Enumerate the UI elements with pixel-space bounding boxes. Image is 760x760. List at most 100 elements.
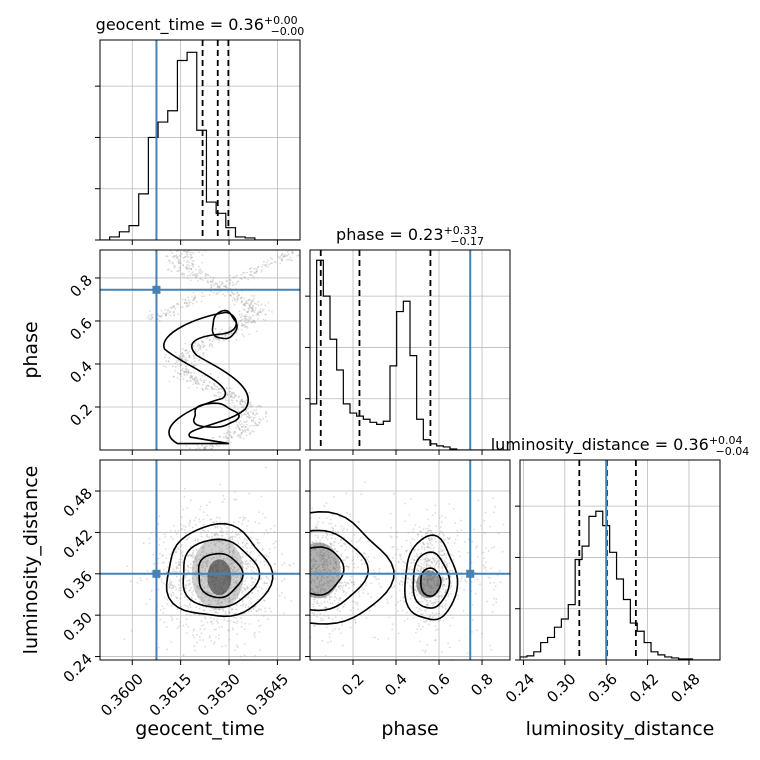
- density-gt-phase: [100, 250, 300, 450]
- sample-point: [241, 591, 243, 594]
- sample-point: [422, 528, 425, 530]
- sample-point: [429, 558, 432, 561]
- x-tick-label: 0.4: [381, 670, 411, 700]
- sample-point: [414, 575, 417, 578]
- sample-point: [447, 541, 449, 544]
- sample-point: [230, 586, 232, 589]
- sample-point: [234, 617, 237, 620]
- sample-point: [317, 543, 319, 546]
- sample-point: [319, 539, 321, 542]
- sample-point: [430, 530, 432, 532]
- sample-point: [195, 558, 198, 561]
- sample-point: [246, 427, 249, 430]
- sample-point: [172, 375, 175, 378]
- sample-point: [180, 306, 182, 309]
- sample-point: [265, 576, 268, 579]
- sample-point: [254, 272, 257, 275]
- sample-point: [287, 253, 290, 256]
- sample-point: [203, 574, 206, 577]
- sample-point: [207, 385, 210, 387]
- sample-point: [220, 601, 223, 604]
- sample-point: [423, 546, 426, 549]
- sample-point: [265, 529, 268, 532]
- sample-point: [216, 622, 219, 624]
- sample-point: [177, 359, 179, 362]
- sample-point: [168, 581, 171, 584]
- sample-point: [325, 560, 328, 563]
- sample-point: [238, 434, 241, 436]
- sample-point: [233, 431, 236, 434]
- sample-point: [264, 265, 267, 267]
- sample-point: [268, 548, 271, 551]
- sample-point: [324, 561, 327, 564]
- sample-point: [329, 562, 332, 565]
- sample-point: [363, 562, 366, 565]
- sample-point: [229, 279, 231, 281]
- sample-point: [260, 567, 262, 569]
- sample-point: [176, 256, 179, 258]
- sample-point: [438, 590, 441, 592]
- sample-point: [168, 311, 171, 314]
- y-tick-label: 0.4: [66, 357, 96, 387]
- sample-point: [199, 639, 202, 641]
- contour-line: [412, 551, 451, 609]
- sample-point: [174, 307, 177, 310]
- sample-point: [410, 544, 413, 547]
- sample-point: [174, 265, 177, 268]
- sample-point: [253, 297, 255, 300]
- sample-point: [183, 302, 186, 305]
- sample-point: [257, 300, 260, 303]
- sample-point: [479, 524, 482, 527]
- sample-point: [322, 564, 325, 567]
- sample-point: [222, 390, 225, 393]
- sample-point: [190, 554, 193, 557]
- sample-point: [340, 585, 343, 587]
- sample-point: [435, 598, 437, 601]
- sample-point: [176, 565, 178, 568]
- sample-point: [352, 563, 355, 565]
- sample-point: [413, 555, 416, 558]
- sample-point: [225, 280, 228, 283]
- sample-point: [279, 262, 282, 265]
- sample-point: [298, 254, 300, 256]
- sample-point: [190, 376, 192, 379]
- sample-point: [312, 565, 315, 568]
- sample-point: [171, 584, 174, 587]
- sample-point: [231, 543, 234, 546]
- sample-point: [456, 534, 459, 537]
- sample-point: [447, 642, 450, 645]
- sample-point: [319, 585, 322, 588]
- sample-point: [218, 281, 221, 283]
- sample-point: [165, 314, 168, 317]
- y-tick-label: 0.2: [66, 400, 96, 430]
- sample-point: [419, 600, 422, 603]
- sample-point: [181, 351, 184, 354]
- sample-point: [398, 589, 401, 592]
- sample-point: [434, 554, 436, 556]
- sample-point: [196, 641, 198, 644]
- sample-point: [236, 425, 239, 428]
- sample-point: [176, 570, 179, 573]
- y-axis-label-luminosity_distance: luminosity_distance: [20, 466, 42, 655]
- sample-point: [414, 524, 417, 527]
- sample-point: [260, 268, 263, 271]
- sample-point: [214, 526, 217, 529]
- sample-point: [264, 304, 267, 307]
- sample-point: [352, 607, 355, 609]
- sample-point: [232, 578, 235, 581]
- density-shade: [207, 559, 232, 596]
- sample-point: [215, 551, 218, 554]
- sample-point: [186, 580, 189, 582]
- sample-point: [348, 579, 351, 581]
- sample-point: [221, 532, 224, 535]
- sample-point: [162, 612, 165, 615]
- sample-point: [243, 628, 246, 631]
- sample-point: [208, 635, 211, 638]
- sample-point: [250, 307, 252, 310]
- sample-point: [196, 379, 199, 382]
- sample-point: [235, 612, 238, 615]
- sample-point: [409, 584, 412, 587]
- sample-point: [180, 592, 183, 595]
- sample-point: [346, 528, 349, 531]
- sample-point: [391, 628, 394, 631]
